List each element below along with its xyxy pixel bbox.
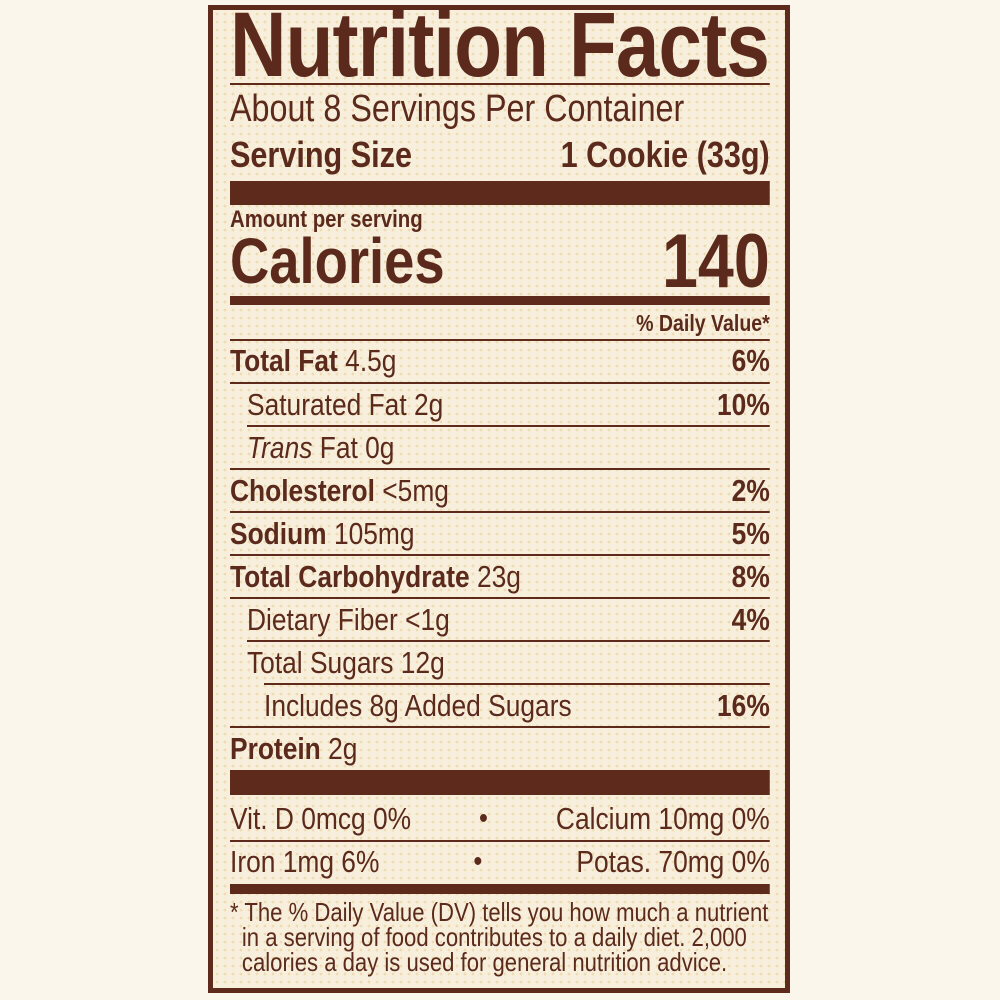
label-title: Nutrition Facts bbox=[230, 0, 770, 96]
serving-size-row: Serving Size 1 Cookie (33g) bbox=[230, 133, 770, 177]
dv-header-text: % Daily Value* bbox=[636, 309, 770, 336]
nutrient-name: Total Sugars 12g bbox=[247, 644, 445, 680]
amount-per-serving: Amount per serving bbox=[230, 206, 770, 234]
divider bbox=[247, 425, 770, 427]
divider bbox=[247, 640, 770, 642]
nutrient-amount: 2g bbox=[328, 730, 358, 766]
nutrient-name: Trans bbox=[247, 429, 313, 465]
nutrient-trans-fat: Trans Fat 0g bbox=[230, 426, 770, 469]
nutrient-name: Total Fat bbox=[230, 342, 338, 378]
calories-value: 140 bbox=[661, 218, 770, 304]
divider bbox=[230, 511, 770, 513]
nutrition-label-panel bbox=[208, 5, 790, 993]
bullet: • bbox=[473, 844, 483, 878]
nutrient-dv: 8% bbox=[731, 558, 770, 594]
servings-per-container: About 8 Servings Per Container bbox=[230, 88, 770, 130]
title-text: Nutrition Facts bbox=[230, 0, 770, 96]
nutrient-dv: 6% bbox=[731, 342, 770, 378]
thick-divider bbox=[230, 770, 770, 795]
divider bbox=[230, 554, 770, 556]
nutrient-amount: 4.5g bbox=[345, 342, 397, 378]
nutrient-name: Saturated Fat 2g bbox=[247, 386, 444, 422]
serving-size-value: 1 Cookie (33g) bbox=[560, 134, 770, 175]
divider bbox=[264, 683, 770, 685]
nutrient-amount: Fat 0g bbox=[319, 429, 395, 465]
nutrient-dv: 4% bbox=[731, 601, 770, 637]
nutrient-total-sugars: Total Sugars 12g bbox=[230, 641, 770, 684]
medium-divider bbox=[230, 884, 770, 894]
calories-row: Calories 140 bbox=[230, 219, 770, 304]
nutrient-sodium: Sodium 105mg 5% bbox=[230, 512, 770, 555]
footnote-line: * The % Daily Value (DV) tells you how m… bbox=[230, 897, 769, 927]
nutrient-total-fat: Total Fat 4.5g 6% bbox=[230, 339, 770, 382]
nutrient-dv: 10% bbox=[717, 386, 770, 422]
nutrient-dv: 2% bbox=[731, 472, 770, 508]
nutrient-name: Includes 8g Added Sugars bbox=[264, 687, 572, 723]
medium-divider bbox=[230, 296, 770, 305]
divider bbox=[230, 840, 770, 842]
thick-divider bbox=[230, 181, 770, 205]
nutrition-label: Nutrition Facts About 8 Servings Per Con… bbox=[230, 0, 770, 1000]
nutrient-name: Protein bbox=[230, 730, 321, 766]
divider bbox=[230, 597, 770, 599]
nutrient-amount: <5mg bbox=[382, 472, 449, 508]
serving-size-label: Serving Size bbox=[230, 134, 412, 175]
nutrient-name: Cholesterol bbox=[230, 472, 375, 508]
vitamin-right: Calcium 10mg 0% bbox=[555, 800, 770, 836]
bullet: • bbox=[479, 801, 488, 835]
footnote-line: calories a day is used for general nutri… bbox=[241, 947, 728, 977]
footnote-line: in a serving of food contributes to a da… bbox=[241, 922, 747, 952]
nutrient-name: Total Carbohydrate bbox=[230, 558, 470, 594]
nutrient-saturated-fat: Saturated Fat 2g 10% bbox=[230, 383, 770, 426]
divider bbox=[230, 726, 770, 728]
divider bbox=[230, 468, 770, 470]
divider bbox=[230, 83, 770, 85]
nutrient-added-sugars: Includes 8g Added Sugars 16% bbox=[230, 684, 770, 727]
nutrient-amount: 23g bbox=[476, 558, 521, 594]
nutrient-dv: 5% bbox=[731, 515, 770, 551]
nutrient-dietary-fiber: Dietary Fiber <1g 4% bbox=[230, 598, 770, 641]
calories-label: Calories bbox=[230, 225, 445, 297]
divider bbox=[230, 382, 770, 384]
amount-per-serving-text: Amount per serving bbox=[230, 206, 423, 233]
nutrient-name: Sodium bbox=[230, 515, 327, 551]
daily-value-header: % Daily Value* bbox=[230, 308, 770, 338]
vitamin-left: Vit. D 0mcg 0% bbox=[230, 800, 412, 836]
nutrient-amount: 105mg bbox=[333, 515, 415, 551]
footnote: * The % Daily Value (DV) tells you how m… bbox=[230, 897, 770, 977]
nutrient-cholesterol: Cholesterol <5mg 2% bbox=[230, 469, 770, 512]
vitamin-left: Iron 1mg 6% bbox=[230, 843, 380, 879]
nutrient-protein: Protein 2g bbox=[230, 727, 770, 770]
nutrient-name: Dietary Fiber <1g bbox=[247, 601, 450, 637]
vitamin-row: Vit. D 0mcg 0% • Calcium 10mg 0% bbox=[230, 797, 770, 840]
servings-text: About 8 Servings Per Container bbox=[230, 87, 685, 130]
vitamin-right: Potas. 70mg 0% bbox=[576, 843, 770, 879]
vitamin-row: Iron 1mg 6% • Potas. 70mg 0% bbox=[230, 840, 770, 883]
nutrient-total-carbohydrate: Total Carbohydrate 23g 8% bbox=[230, 555, 770, 598]
divider bbox=[230, 339, 770, 341]
nutrient-dv: 16% bbox=[717, 687, 770, 723]
